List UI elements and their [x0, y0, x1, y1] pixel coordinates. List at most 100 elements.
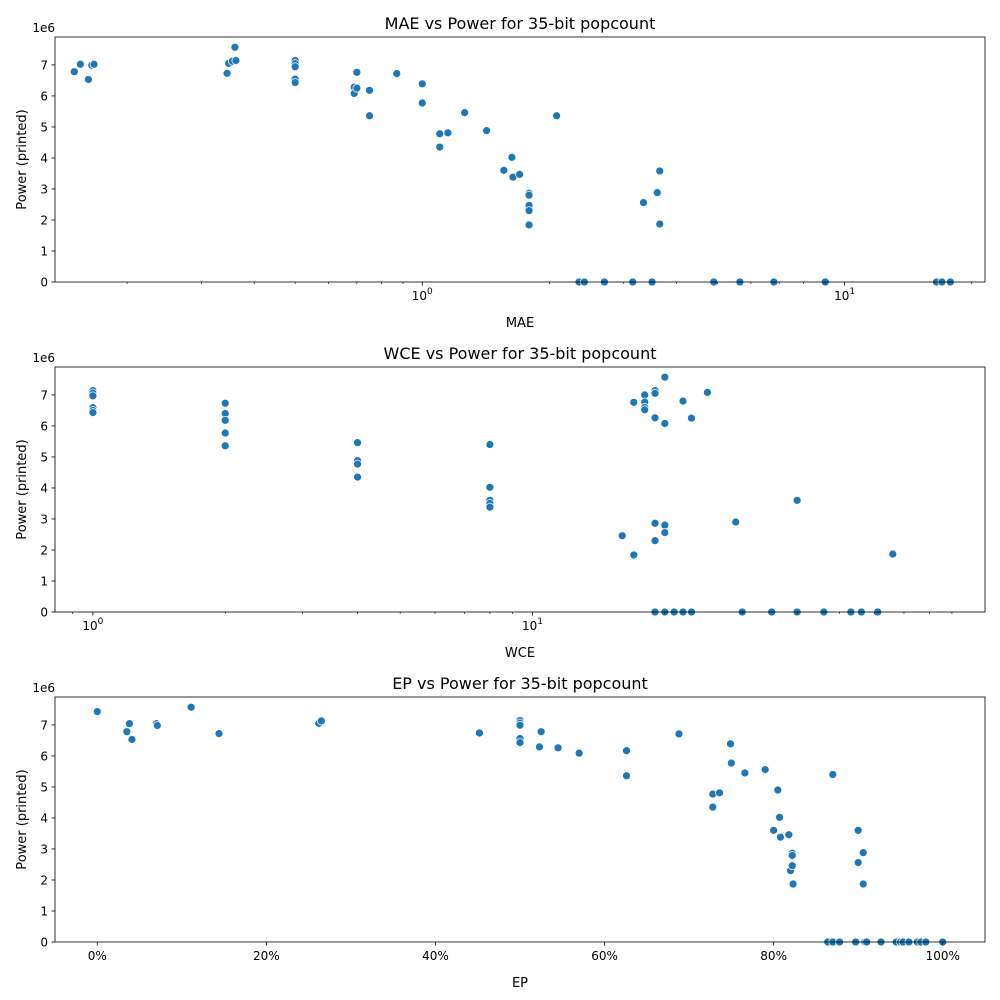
data-point: [515, 738, 525, 747]
data-point: [88, 391, 98, 401]
data-point: [773, 785, 783, 795]
data-point: [784, 830, 794, 840]
data-point: [776, 832, 785, 842]
y-offset-text: 1e6: [32, 21, 55, 35]
data-point: [220, 415, 230, 425]
data-point: [392, 69, 402, 78]
x-tick-label: 101: [834, 287, 855, 303]
y-tick-label: 6: [40, 749, 48, 763]
data-point: [84, 75, 93, 84]
data-point: [775, 812, 784, 822]
y-offset-text: 1e6: [32, 351, 55, 365]
data-point: [629, 397, 639, 407]
data-point: [708, 802, 718, 812]
y-tick-label: 2: [40, 873, 48, 887]
data-point: [352, 83, 362, 93]
y-tick-label: 7: [40, 388, 48, 402]
y-tick-label: 2: [40, 543, 48, 557]
data-point: [352, 67, 362, 77]
data-point: [524, 220, 534, 230]
data-point: [435, 142, 445, 152]
y-tick-label: 7: [40, 58, 48, 72]
data-point: [660, 372, 670, 382]
data-point: [760, 765, 770, 774]
data-point: [186, 702, 196, 712]
y-axis-label: Power (printed): [15, 439, 30, 539]
data-point: [353, 472, 362, 482]
data-point: [222, 68, 232, 78]
x-axis-label: MAE: [506, 316, 534, 331]
data-point: [650, 413, 660, 423]
y-tick-label: 3: [40, 842, 48, 856]
data-point: [652, 188, 662, 198]
data-point: [485, 482, 495, 492]
data-point: [703, 388, 712, 397]
data-point: [290, 62, 300, 72]
x-tick-label: 0%: [88, 949, 107, 963]
data-point: [88, 408, 98, 417]
data-point: [122, 727, 132, 737]
data-point: [858, 848, 868, 858]
data-point: [125, 719, 134, 729]
y-tick-label: 1: [40, 574, 48, 588]
subplot-1: MAE vs Power for 35-bit popcount 0 1 2 3 4 5 6 7…: [15, 14, 986, 331]
data-point: [715, 788, 724, 798]
data-point: [687, 413, 696, 423]
data-point: [629, 550, 639, 560]
data-point: [640, 405, 650, 415]
y-tick-label: 2: [40, 213, 48, 227]
data-point: [485, 440, 495, 449]
data-point: [365, 111, 374, 121]
data-point: [524, 190, 534, 200]
data-point: [515, 720, 525, 730]
data-point: [655, 166, 665, 176]
data-point: [617, 531, 627, 541]
data-point: [435, 129, 445, 139]
data-point: [230, 42, 240, 52]
chart-title: EP vs Power for 35-bit popcount: [392, 674, 648, 693]
y-tick-label: 0: [40, 936, 48, 950]
data-point: [69, 67, 79, 77]
data-point: [553, 743, 563, 753]
x-tick-label: 80%: [760, 949, 787, 963]
x-tick-label: 40%: [422, 949, 449, 963]
y-tick-label: 4: [40, 151, 48, 165]
data-point: [726, 739, 735, 749]
data-point: [89, 59, 99, 69]
data-point: [858, 879, 868, 889]
y-tick-label: 5: [40, 120, 48, 134]
axes-frame: [54, 36, 986, 283]
data-point: [460, 108, 470, 118]
x-tick-label: 100%: [926, 949, 960, 963]
data-point: [515, 170, 524, 179]
y-tick-label: 1: [40, 244, 48, 258]
data-point: [660, 419, 670, 428]
y-tick-label: 6: [40, 419, 48, 433]
data-point: [853, 825, 863, 835]
data-point: [622, 771, 631, 781]
data-point: [316, 716, 326, 726]
y-offset-text: 1e6: [32, 681, 55, 695]
data-point: [75, 59, 85, 69]
data-point: [726, 758, 736, 768]
data-point: [650, 518, 660, 528]
subplot-2: WCE vs Power for 35-bit popcount 0 1 2 3 4 5 6 7…: [15, 344, 986, 661]
y-tick-label: 6: [40, 89, 48, 103]
axes-frame: [54, 366, 986, 613]
chart-title: MAE vs Power for 35-bit popcount: [385, 14, 656, 33]
data-point: [499, 165, 509, 175]
y-tick-label: 1: [40, 904, 48, 918]
y-axis-label: Power (printed): [15, 109, 30, 209]
data-point: [650, 388, 660, 398]
axes-frame: [54, 696, 986, 943]
data-point: [740, 768, 750, 778]
data-point: [92, 707, 102, 716]
y-tick-label: 3: [40, 512, 48, 526]
x-tick-label: 100: [412, 287, 433, 303]
data-point: [220, 441, 230, 451]
data-point: [650, 536, 660, 546]
data-point: [443, 128, 453, 138]
y-tick-label: 3: [40, 182, 48, 196]
data-point: [792, 495, 802, 505]
